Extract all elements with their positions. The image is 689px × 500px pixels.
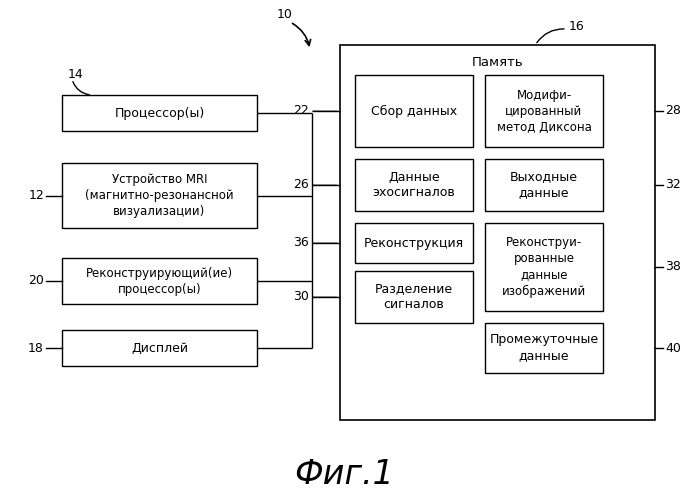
Bar	[340, 45, 655, 420]
Text: Фиг.1: Фиг.1	[294, 458, 394, 492]
Text: 10: 10	[277, 8, 293, 20]
Bar	[355, 75, 473, 147]
Text: Промежуточные
данные: Промежуточные данные	[489, 334, 599, 362]
Text: Процессор(ы): Процессор(ы)	[114, 106, 205, 120]
Text: 14: 14	[68, 68, 84, 82]
Bar	[62, 258, 257, 304]
Text: Разделение
сигналов: Разделение сигналов	[375, 282, 453, 312]
Text: 40: 40	[665, 342, 681, 354]
Text: Данные
эхосигналов: Данные эхосигналов	[373, 170, 455, 200]
Text: 36: 36	[294, 236, 309, 250]
Bar	[355, 159, 473, 211]
Text: 38: 38	[665, 260, 681, 274]
Text: 16: 16	[569, 20, 584, 34]
Bar	[62, 163, 257, 228]
Text: 18: 18	[28, 342, 44, 354]
Text: Дисплей: Дисплей	[131, 342, 188, 354]
Text: 28: 28	[665, 104, 681, 118]
Text: 20: 20	[28, 274, 44, 287]
Bar	[485, 223, 603, 311]
Text: Устройство MRI
(магнитно-резонансной
визуализации): Устройство MRI (магнитно-резонансной виз…	[85, 173, 234, 218]
Text: Память: Память	[472, 56, 524, 68]
Text: Сбор данных: Сбор данных	[371, 104, 457, 118]
Bar	[62, 330, 257, 366]
Bar	[485, 75, 603, 147]
Text: Реконструирующий(ие)
процессор(ы): Реконструирующий(ие) процессор(ы)	[86, 266, 233, 296]
Text: 12: 12	[28, 189, 44, 202]
Text: Модифи-
цированный
метод Диксона: Модифи- цированный метод Диксона	[497, 88, 591, 134]
Bar	[355, 271, 473, 323]
Text: 30: 30	[293, 290, 309, 304]
Bar	[62, 95, 257, 131]
Text: 26: 26	[294, 178, 309, 192]
Text: Реконструкция: Реконструкция	[364, 236, 464, 250]
Bar	[355, 223, 473, 263]
Text: Реконструи-
рованные
данные
изображений: Реконструи- рованные данные изображений	[502, 236, 586, 298]
Text: Выходные
данные: Выходные данные	[510, 170, 578, 200]
Text: 32: 32	[665, 178, 681, 192]
Bar	[485, 159, 603, 211]
Bar	[485, 323, 603, 373]
Text: 22: 22	[294, 104, 309, 118]
